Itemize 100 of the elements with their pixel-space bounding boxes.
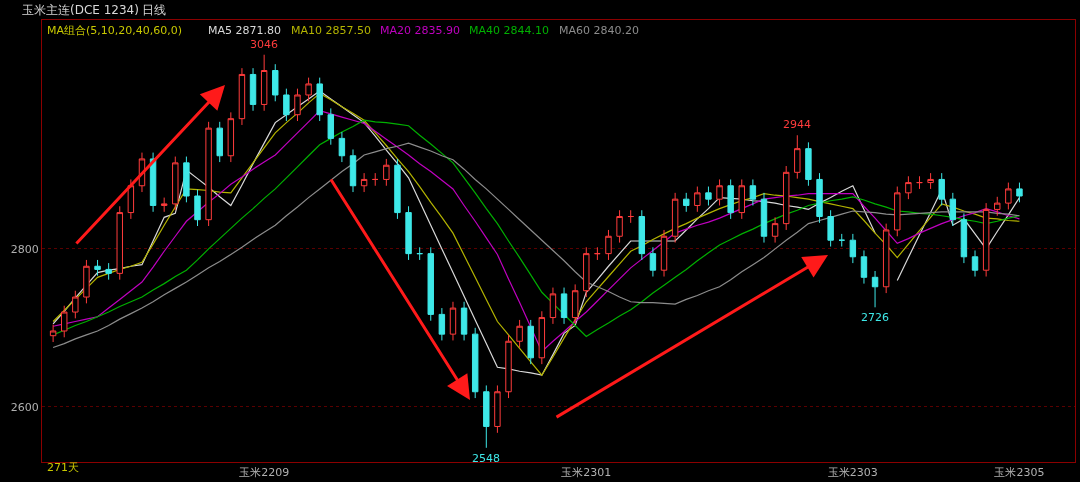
candlestick bbox=[427, 246, 434, 322]
candlestick bbox=[971, 249, 979, 278]
candlestick bbox=[105, 262, 112, 281]
annotation: 3046 bbox=[250, 38, 278, 51]
candlestick bbox=[1016, 182, 1023, 203]
candlestick bbox=[705, 186, 712, 206]
candlestick bbox=[460, 301, 468, 341]
candlestick bbox=[238, 67, 246, 126]
candlestick bbox=[116, 205, 123, 281]
candlestick bbox=[94, 259, 101, 277]
x-tick-label: 玉米2303 bbox=[827, 466, 878, 480]
candlestick bbox=[516, 319, 523, 349]
chart-subtitle: 日线 bbox=[142, 3, 166, 17]
candlestick bbox=[260, 54, 268, 112]
chart-title: 玉米主连(DCE 1234) bbox=[22, 3, 139, 18]
candlestick bbox=[327, 107, 335, 146]
y-tick-label: 2800 bbox=[10, 242, 39, 256]
candlestick bbox=[494, 384, 501, 434]
candlestick bbox=[827, 209, 834, 248]
candlestick bbox=[938, 172, 945, 206]
annotation: MA组合(5,10,20,40,60,0) bbox=[47, 24, 183, 37]
candlestick bbox=[72, 290, 79, 319]
candlestick bbox=[283, 88, 290, 122]
annotation: 271天 bbox=[47, 461, 79, 474]
candlestick bbox=[871, 270, 879, 308]
candlestick bbox=[360, 172, 368, 193]
candlestick bbox=[805, 141, 812, 187]
text: MA20 2835.90 bbox=[380, 24, 460, 37]
candlestick bbox=[438, 307, 446, 341]
candlestick bbox=[916, 175, 923, 190]
text: MA5 2871.80 bbox=[208, 24, 281, 37]
candlestick bbox=[794, 134, 801, 180]
candlestick bbox=[627, 209, 634, 224]
candlestick bbox=[782, 165, 790, 231]
candlestick bbox=[694, 186, 701, 213]
candlestick bbox=[183, 156, 190, 203]
candlestick bbox=[471, 327, 479, 399]
candlestick bbox=[738, 178, 745, 220]
candlestick bbox=[760, 192, 768, 244]
candlestick bbox=[594, 246, 601, 261]
y-tick-label: 2600 bbox=[10, 400, 39, 414]
candlestick bbox=[249, 67, 257, 112]
x-tick-label: 玉米2209 bbox=[239, 466, 290, 480]
candlestick bbox=[982, 202, 990, 278]
x-tick-label: 玉米2305 bbox=[994, 466, 1045, 480]
candlestick bbox=[505, 334, 512, 399]
candlestick bbox=[272, 63, 279, 102]
candlestick bbox=[716, 178, 723, 206]
candlestick bbox=[894, 186, 901, 237]
candlestick bbox=[671, 192, 679, 244]
candlestick bbox=[372, 172, 379, 187]
candlestick bbox=[882, 223, 890, 294]
candlestick bbox=[605, 229, 612, 261]
candlestick bbox=[160, 197, 168, 213]
candlestick bbox=[527, 319, 534, 365]
candlestick bbox=[960, 212, 968, 264]
candlestick bbox=[305, 77, 312, 102]
candlestick bbox=[127, 178, 135, 220]
candlestick bbox=[994, 196, 1001, 217]
candlestick bbox=[172, 156, 179, 211]
candlestick bbox=[349, 148, 357, 193]
candlestick bbox=[638, 209, 646, 261]
candlestick bbox=[683, 192, 690, 213]
candlestick bbox=[394, 158, 401, 220]
x-tick-label: 玉米2301 bbox=[561, 466, 612, 480]
candlestick bbox=[60, 305, 68, 338]
candlestick bbox=[216, 121, 223, 163]
annotation: 2726 bbox=[861, 311, 889, 324]
candlestick bbox=[227, 111, 235, 163]
annotation: 2944 bbox=[783, 118, 811, 131]
candlestick bbox=[483, 384, 490, 449]
candlestick bbox=[294, 88, 301, 122]
candlestick bbox=[1005, 182, 1012, 210]
candlestick bbox=[49, 324, 57, 343]
candlestick bbox=[749, 178, 757, 206]
candlestick bbox=[194, 189, 201, 227]
candlestick bbox=[860, 249, 868, 285]
candlestick bbox=[405, 205, 412, 261]
candlestick bbox=[660, 229, 668, 278]
text: MA60 2840.20 bbox=[559, 24, 639, 37]
candlestick bbox=[927, 172, 934, 190]
candlestick bbox=[416, 246, 423, 261]
text: MA40 2844.10 bbox=[469, 24, 549, 37]
candlestick bbox=[383, 158, 390, 187]
candlestick bbox=[771, 216, 779, 244]
candlestick bbox=[816, 172, 823, 224]
candlestick bbox=[149, 152, 157, 213]
candlestick bbox=[83, 259, 90, 304]
candlestick bbox=[616, 209, 623, 244]
candlestick bbox=[849, 233, 857, 264]
candlestick bbox=[316, 77, 323, 122]
candlestick bbox=[905, 175, 912, 200]
candlestick bbox=[727, 178, 734, 220]
candlestick bbox=[538, 310, 546, 365]
candlestick bbox=[571, 283, 579, 325]
candlestick bbox=[838, 233, 845, 248]
candlestick bbox=[583, 246, 590, 298]
candlestick bbox=[449, 301, 457, 341]
candlestick bbox=[549, 287, 557, 325]
candlestick bbox=[338, 131, 346, 163]
